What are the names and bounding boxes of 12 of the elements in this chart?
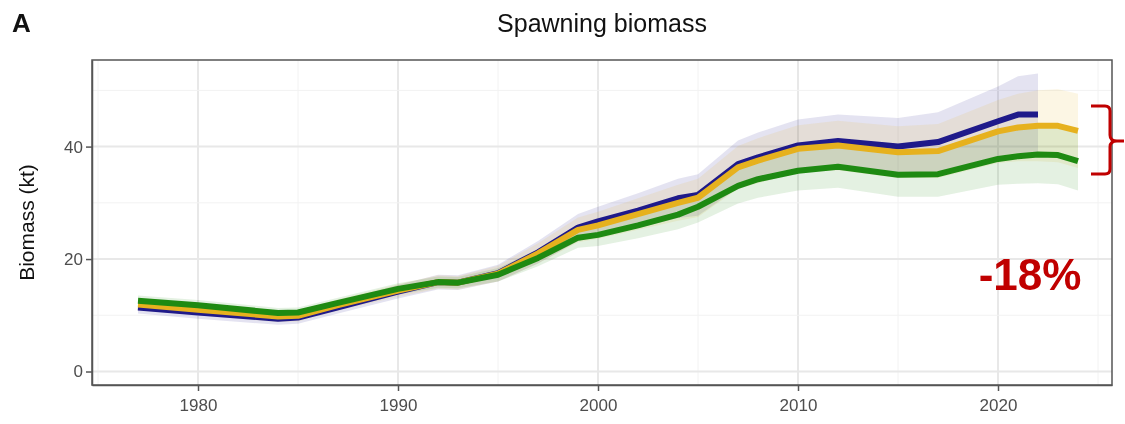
x-tick-label: 2010 — [779, 396, 818, 415]
y-axis-title: Biomass (kt) — [15, 164, 38, 281]
y-tick-label: 20 — [64, 249, 83, 269]
x-tick-label: 2020 — [979, 396, 1018, 415]
annotation: -18% — [978, 250, 1082, 299]
chart-title: Spawning biomass — [497, 9, 707, 37]
x-tick-label: 2000 — [579, 396, 618, 415]
x-tick-label: 1980 — [179, 396, 218, 415]
text: A — [12, 8, 31, 38]
x-tick-label: 1990 — [379, 396, 418, 415]
y-tick-label: 40 — [64, 137, 83, 157]
y-tick-label: 0 — [73, 362, 83, 382]
